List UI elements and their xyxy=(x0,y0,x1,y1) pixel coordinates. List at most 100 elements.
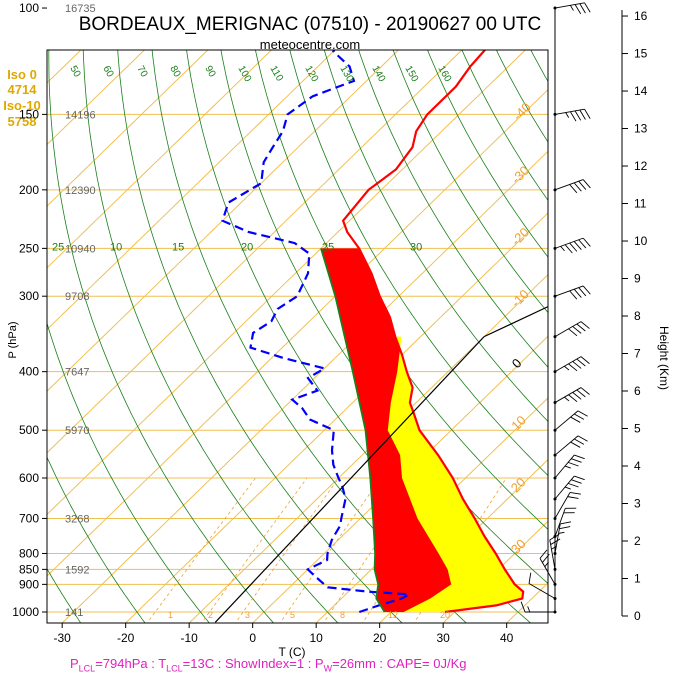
height-tick-label: 11 xyxy=(634,197,647,211)
wind-barb-flag xyxy=(559,526,571,530)
dry-adiabat-line xyxy=(392,50,548,314)
footer-indices: PLCL=794hPa : TLCL=13C : ShowIndex=1 : P… xyxy=(70,656,467,674)
theta-label-top: 80 xyxy=(167,64,182,80)
wind-barb-dot xyxy=(553,335,557,339)
theta-label-top: 50 xyxy=(67,64,82,80)
wind-barb-flag xyxy=(564,396,570,402)
iso0-label: Iso 0 xyxy=(7,67,37,82)
pressure-tick-label: 900 xyxy=(19,577,39,591)
wind-barb-dot xyxy=(553,516,557,520)
theta-label: 25 xyxy=(52,241,64,253)
wind-barb-flag xyxy=(569,111,577,122)
wind-barb-flag xyxy=(569,184,578,194)
wind-barb-flag xyxy=(572,326,582,334)
pressure-tick-label: 1000 xyxy=(12,605,39,619)
wind-barb-flag xyxy=(576,389,586,398)
wind-barb-flag xyxy=(574,413,585,420)
height-value-label: 14196 xyxy=(65,109,96,121)
pressure-tick-label: 300 xyxy=(19,289,39,303)
chart-subtitle: meteocentre.com xyxy=(259,37,361,52)
wind-barb-flag xyxy=(577,410,588,417)
isotherm-line xyxy=(47,50,336,331)
y-axis-label: P (hPa) xyxy=(7,321,19,358)
wind-barb-staff xyxy=(554,492,571,519)
wind-barb-flag xyxy=(568,363,578,372)
footer-tlcl-sub: LCL xyxy=(166,663,183,674)
isotherm-line xyxy=(315,397,548,623)
height-tick-label: 1 xyxy=(634,572,641,586)
wind-barb-flag xyxy=(574,4,582,15)
wind-barb-dot xyxy=(553,401,557,405)
temperature-tick-label: -10 xyxy=(180,631,198,645)
dry-adiabat-line xyxy=(47,567,82,623)
dry-adiabat-line xyxy=(642,8,675,625)
chart-title: BORDEAUX_MERIGNAC (07510) - 20190627 00 … xyxy=(78,14,542,35)
isotherm-line xyxy=(505,582,548,623)
wind-barb-flag xyxy=(578,239,587,249)
wind-barb-flag xyxy=(573,182,582,192)
wind-barb-flag xyxy=(568,328,578,337)
dry-adiabat-line xyxy=(47,456,146,623)
plot-frame xyxy=(46,49,549,624)
dry-adiabat-line xyxy=(495,50,548,143)
mixing-ratio-line xyxy=(279,477,382,623)
height-value-label: 141 xyxy=(65,607,83,619)
theta-label: 20 xyxy=(241,241,253,253)
height-value-label: 16735 xyxy=(65,3,96,15)
isotherm-line xyxy=(47,50,146,146)
theta-label-top: 110 xyxy=(267,64,285,84)
wind-barb-flag xyxy=(576,358,586,367)
dry-adiabat-line xyxy=(82,50,339,623)
footer-pw-val: =26mm : CAPE= 0J/Kg xyxy=(332,656,467,671)
wind-barb-flag xyxy=(579,3,586,14)
wind-barb-flag xyxy=(569,242,578,252)
height-tick-label: 6 xyxy=(634,384,641,398)
wind-barb-flag xyxy=(569,290,578,300)
isotherm-line xyxy=(188,273,548,623)
wind-barb-flag xyxy=(550,538,561,545)
height-tick-label: 13 xyxy=(634,122,648,136)
theta-label: 30 xyxy=(410,241,422,253)
wind-barb-dot xyxy=(553,567,557,571)
wind-barb-staff xyxy=(554,237,584,249)
pressure-tick-label: 800 xyxy=(19,546,39,560)
dry-adiabat-line xyxy=(358,50,548,368)
wind-barb-flag xyxy=(580,321,590,329)
wind-barb-staff xyxy=(554,475,575,500)
wind-barb-flag xyxy=(574,475,585,481)
mixing-ratio-line xyxy=(146,477,256,623)
wind-barb-flag xyxy=(574,454,585,460)
wind-barb-flag xyxy=(577,435,588,442)
wind-barb-dot xyxy=(553,497,557,501)
reference-line-upper xyxy=(483,306,548,338)
wind-barb-dot xyxy=(553,428,557,432)
wind-barb-staff xyxy=(554,508,566,537)
temperature-tick-label: 20 xyxy=(373,631,387,645)
mixing-ratio-label: 8 xyxy=(340,610,345,620)
dry-adiabat-line xyxy=(0,8,18,625)
pressure-tick-label: 700 xyxy=(19,511,39,525)
wind-barb-flag xyxy=(569,5,574,11)
isotherm-line xyxy=(124,212,548,623)
isotherm-line xyxy=(47,50,400,392)
wind-barb-flag xyxy=(574,110,582,121)
wind-barb-staff xyxy=(554,321,582,338)
wind-barb-flag xyxy=(571,458,582,463)
wind-barb-flag xyxy=(564,465,571,469)
wind-barb-flag xyxy=(560,521,572,525)
wind-barb-staff xyxy=(554,387,582,403)
wind-barb-flag xyxy=(572,392,582,400)
wind-barb-staff xyxy=(554,410,579,431)
iso0-value: 4714 xyxy=(7,82,37,97)
height-value-label: 10940 xyxy=(65,243,96,255)
pressure-tick-label: 250 xyxy=(19,241,39,255)
dewpoint-line xyxy=(221,50,414,614)
isotherm-line xyxy=(47,88,548,577)
wind-barb-dot xyxy=(553,453,557,457)
temperature-tick-label: 40 xyxy=(500,631,514,645)
wind-barb-flag xyxy=(528,572,532,584)
wind-barb-dot xyxy=(553,582,557,586)
wind-barb-flag xyxy=(573,241,582,251)
pressure-tick-label: 150 xyxy=(19,107,39,121)
